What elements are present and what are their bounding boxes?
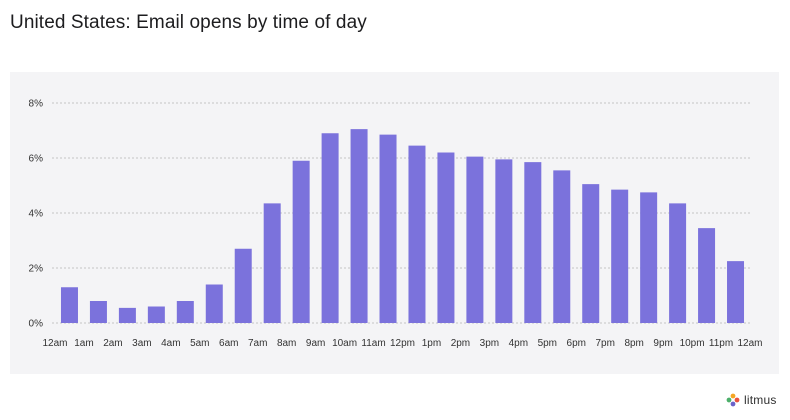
- y-tick-label: 4%: [29, 209, 44, 220]
- y-tick-label: 2%: [29, 264, 44, 275]
- y-tick-label: 8%: [29, 99, 44, 110]
- x-tick-label: 3pm: [480, 338, 499, 349]
- x-tick-label: 7pm: [595, 338, 614, 349]
- x-tick-label: 11am: [361, 338, 385, 349]
- x-tick-label: 8pm: [624, 338, 643, 349]
- bar: [582, 184, 600, 323]
- x-tick-label: 12am: [42, 338, 67, 349]
- x-tick-label: 12pm: [390, 338, 415, 349]
- x-tick-label: 5am: [190, 338, 209, 349]
- chart-title: United States: Email opens by time of da…: [10, 12, 367, 33]
- litmus-logo-icon: [726, 393, 740, 407]
- bar: [408, 145, 426, 323]
- brand-name: litmus: [744, 393, 777, 407]
- brand-logo: litmus: [726, 393, 777, 407]
- bar: [176, 301, 194, 323]
- bar: [611, 189, 629, 323]
- bar: [205, 284, 223, 323]
- x-tick-label: 11pm: [709, 338, 733, 349]
- y-tick-label: 6%: [29, 154, 44, 165]
- x-tick-label: 1pm: [422, 338, 441, 349]
- y-tick-label: 0%: [29, 319, 44, 330]
- x-tick-label: 7am: [248, 338, 267, 349]
- bar: [553, 170, 571, 323]
- bar: [147, 306, 165, 323]
- bar: [89, 301, 107, 323]
- bar: [437, 152, 455, 323]
- bar: [495, 159, 513, 323]
- x-tick-label: 9am: [306, 338, 325, 349]
- bar: [350, 129, 368, 323]
- x-tick-label: 4am: [161, 338, 180, 349]
- x-tick-label: 6pm: [567, 338, 586, 349]
- x-tick-label: 6am: [219, 338, 238, 349]
- x-tick-label: 10pm: [680, 338, 705, 349]
- bar: [640, 192, 658, 323]
- x-tick-label: 4pm: [509, 338, 528, 349]
- x-tick-label: 5pm: [538, 338, 557, 349]
- bar: [234, 248, 252, 323]
- bar-chart: 0% 2% 4% 6% 8% 12am 1am 2am 3am 4am 5am 6am 7am 8am 9a…: [29, 99, 763, 350]
- bar: [263, 203, 281, 323]
- x-tick-label: 2pm: [451, 338, 470, 349]
- x-tick-label: 3am: [132, 338, 151, 349]
- bar: [118, 307, 136, 323]
- bar: [466, 156, 484, 323]
- x-tick-label: 8am: [277, 338, 296, 349]
- x-tick-label: 12am: [737, 338, 762, 349]
- bar: [727, 261, 745, 323]
- bar: [524, 162, 542, 323]
- bar: [698, 228, 716, 323]
- x-tick-label: 10am: [332, 338, 357, 349]
- x-tick-label: 1am: [74, 338, 93, 349]
- bar: [379, 134, 397, 323]
- bar: [60, 287, 78, 323]
- x-tick-label: 9pm: [653, 338, 672, 349]
- bar: [669, 203, 687, 323]
- chart-panel: 0% 2% 4% 6% 8% 12am 1am 2am 3am 4am 5am 6am 7am 8am 9a…: [10, 72, 779, 374]
- bar: [321, 133, 339, 323]
- x-tick-label: 2am: [103, 338, 122, 349]
- bar: [292, 160, 310, 323]
